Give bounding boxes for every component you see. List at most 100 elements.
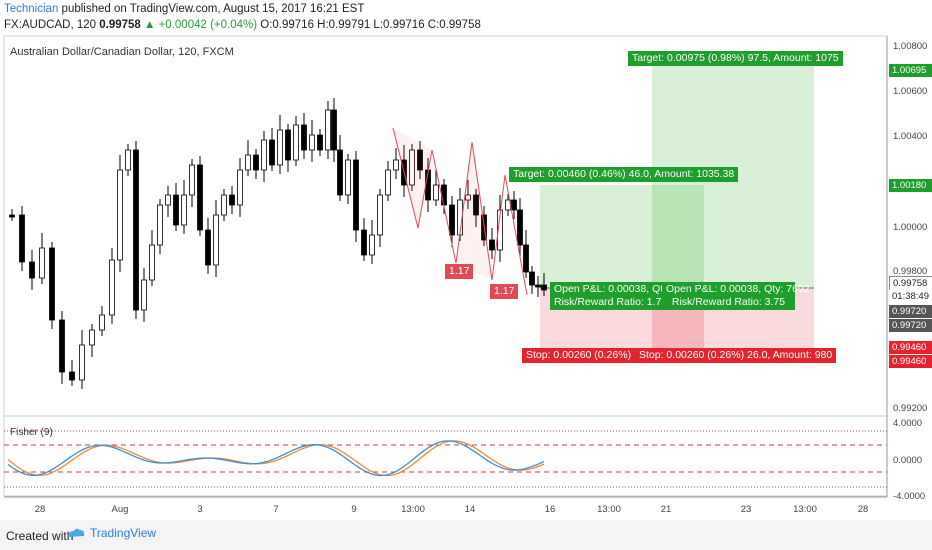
price-chart[interactable]: Australian Dollar/Canadian Dollar, 120, … (0, 0, 932, 520)
stop-price-tag: 0.99460 (889, 355, 932, 368)
pattern-ratio-label: 1.17 (490, 284, 519, 299)
candle-body[interactable] (293, 124, 299, 161)
open-pnl-1: Open P&L: 0.00038, Qty: 7692 (554, 283, 662, 295)
publish-info: published on TradingView.com, August 15,… (61, 3, 365, 15)
candle-body[interactable] (377, 194, 383, 236)
candle-body[interactable] (441, 184, 447, 206)
chart-title: Australian Dollar/Canadian Dollar, 120, … (10, 46, 234, 58)
candle-body[interactable] (361, 229, 367, 256)
candle-body[interactable] (345, 159, 351, 196)
time-label: 13:00 (793, 504, 817, 515)
indicator-axis-labels: 4.0000 0.0000 -4.0000 (893, 418, 925, 502)
candle-body[interactable] (393, 159, 399, 171)
candle-body[interactable] (325, 109, 331, 151)
candle-body[interactable] (523, 244, 529, 273)
candle-body[interactable] (173, 194, 179, 226)
price-label: 1.00800 (893, 41, 927, 52)
candle-body[interactable] (245, 154, 251, 171)
candle-body[interactable] (109, 259, 115, 316)
candle-body[interactable] (369, 234, 375, 256)
candle-body[interactable] (89, 329, 95, 346)
candle-body[interactable] (529, 271, 535, 286)
candle-body[interactable] (309, 134, 315, 151)
target-price-tag: 1.00695 (889, 64, 932, 77)
candlestick-series[interactable] (9, 98, 547, 389)
author-link[interactable]: Technician (4, 3, 59, 15)
time-label: 14 (465, 504, 476, 515)
candle-body[interactable] (511, 199, 517, 211)
tradingview-brand[interactable]: TradingView (66, 526, 156, 540)
time-label: 16 (545, 504, 556, 515)
candle-body[interactable] (69, 371, 75, 381)
candle-body[interactable] (165, 194, 171, 206)
tradingview-logo-icon (68, 528, 85, 537)
candle-body[interactable] (331, 109, 337, 151)
candle-body[interactable] (181, 194, 187, 226)
candle-body[interactable] (535, 284, 541, 288)
pattern-ratio-label: 1.17 (445, 264, 474, 279)
time-label: 9 (351, 504, 356, 515)
candle-body[interactable] (29, 261, 35, 279)
position-info-2[interactable]: Open P&L: 0.00038, Qty: 7692 Risk/Reward… (662, 282, 810, 310)
candle-body[interactable] (465, 194, 471, 201)
target-label-2[interactable]: Target: 0.00975 (0.98%) 97.5, Amount: 10… (628, 51, 843, 66)
candle-body[interactable] (125, 149, 131, 171)
price-axis-labels: 1.00800 1.00600 1.00400 1.00000 0.99800 … (893, 41, 927, 414)
indicator-label: 0.0000 (893, 455, 922, 466)
candle-body[interactable] (49, 247, 55, 321)
candle-body[interactable] (277, 129, 283, 166)
fisher-line[interactable] (7, 440, 545, 477)
stop-label-1[interactable]: Stop: 0.00260 (0.26%) (522, 348, 636, 363)
candle-body[interactable] (317, 134, 323, 151)
symbol-label[interactable]: FX:AUDCAD, 120 (4, 19, 97, 31)
indicator-pane[interactable] (3, 415, 888, 497)
candle-body[interactable] (253, 154, 259, 171)
entry-price-tag: 0.99720 (889, 319, 932, 332)
candle-body[interactable] (385, 169, 391, 196)
candle-body[interactable] (489, 239, 495, 251)
candle-body[interactable] (237, 169, 243, 206)
candle-body[interactable] (417, 149, 423, 171)
candle-body[interactable] (221, 194, 227, 216)
candle-body[interactable] (517, 209, 523, 246)
candle-body[interactable] (99, 314, 105, 331)
target-price-tag: 1.00180 (889, 179, 932, 192)
candle-body[interactable] (39, 247, 45, 279)
candle-body[interactable] (473, 194, 479, 216)
candle-body[interactable] (497, 209, 503, 251)
candle-body[interactable] (149, 244, 155, 281)
candle-body[interactable] (133, 149, 139, 311)
candle-body[interactable] (261, 139, 267, 171)
candle-body[interactable] (409, 149, 415, 186)
candle-body[interactable] (433, 184, 439, 201)
candle-body[interactable] (141, 279, 147, 311)
candle-body[interactable] (205, 229, 211, 266)
candle-body[interactable] (449, 204, 455, 236)
stop-label-2[interactable]: Stop: 0.00260 (0.26%) 26.0, Amount: 980 (635, 348, 837, 363)
candle-body[interactable] (229, 194, 235, 206)
candle-body[interactable] (79, 344, 85, 381)
candle-body[interactable] (19, 214, 25, 263)
candle-body[interactable] (213, 214, 219, 266)
candle-body[interactable] (541, 284, 547, 291)
last-price: 0.99758 (99, 19, 141, 31)
harmonic-pattern[interactable] (392, 127, 528, 296)
fisher-trigger-line[interactable] (7, 440, 545, 477)
candle-body[interactable] (117, 169, 123, 261)
candle-body[interactable] (189, 164, 195, 196)
candle-body[interactable] (301, 124, 307, 151)
candle-body[interactable] (337, 149, 343, 196)
indicator-label: 4.0000 (893, 418, 922, 429)
candle-body[interactable] (353, 159, 359, 231)
candle-body[interactable] (157, 204, 163, 246)
target-label-1[interactable]: Target: 0.00460 (0.46%) 46.0, Amount: 10… (509, 167, 739, 182)
candle-body[interactable] (269, 139, 275, 166)
candle-body[interactable] (197, 164, 203, 231)
candle-body[interactable] (9, 214, 15, 218)
candle-body[interactable] (285, 129, 291, 161)
position-info-1[interactable]: Open P&L: 0.00038, Qty: 7692 Risk/Reward… (550, 282, 662, 310)
candle-body[interactable] (59, 319, 65, 373)
publish-header: Technician published on TradingView.com,… (4, 3, 364, 15)
tradingview-label: TradingView (90, 526, 157, 540)
footer-bar: Created with TradingView (0, 520, 932, 550)
